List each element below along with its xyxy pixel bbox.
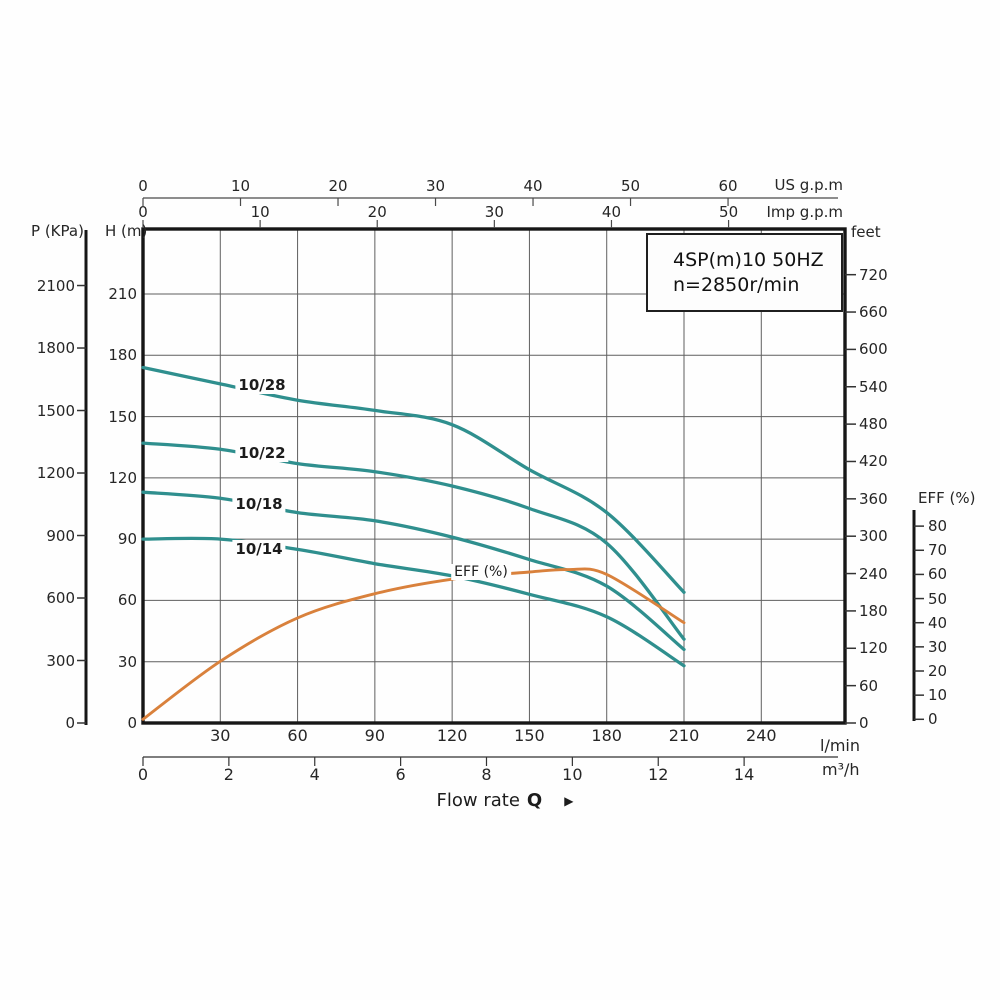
tick-label: 2100 (36, 276, 75, 295)
p-axis-label: P (KPa) (31, 222, 84, 240)
tick-label: 0 (138, 177, 148, 195)
tick-label: 60 (928, 565, 948, 584)
tick-label: 12 (648, 765, 669, 784)
tick-label: 60 (859, 676, 879, 695)
tick-label: 40 (523, 177, 543, 195)
tick-label: 210 (668, 726, 700, 745)
curve-label-eff-: EFF (%) (451, 564, 511, 580)
tick-label: 210 (108, 284, 137, 303)
tick-label: 30 (928, 637, 948, 656)
tick-label: 60 (117, 591, 137, 610)
pump-model: 4SP(m)10 50HZ (673, 249, 824, 271)
tick-label: 50 (928, 589, 948, 608)
tick-label: 20 (328, 177, 348, 195)
tick-label: 40 (928, 613, 948, 632)
tick-label: 180 (859, 601, 888, 620)
tick-label: 0 (138, 203, 148, 221)
m3h-axis-label: m³/h (822, 760, 860, 779)
tick-label: 70 (928, 541, 948, 560)
tick-label: 30 (425, 177, 446, 195)
feet-axis-label: feet (851, 223, 881, 241)
us-gpm-axis-label: US g.p.m (774, 176, 843, 194)
tick-label: 10 (562, 765, 583, 784)
tick-label: 180 (591, 726, 622, 745)
pump-model-box: 4SP(m)10 50HZ n=2850r/min (646, 233, 843, 312)
tick-label: 150 (514, 726, 545, 745)
tick-label: 0 (859, 714, 869, 732)
tick-label: 30 (117, 652, 137, 671)
tick-label: 0 (127, 714, 137, 732)
tick-label: 600 (46, 589, 75, 607)
tick-label: 40 (601, 203, 621, 221)
tick-label: 1500 (36, 401, 75, 420)
tick-label: 540 (859, 377, 888, 396)
curve-10-22 (141, 441, 686, 641)
tick-label: 420 (859, 452, 888, 471)
tick-label: 10 (230, 177, 251, 195)
tick-label: 360 (859, 489, 888, 508)
tick-label: 90 (117, 530, 137, 549)
tick-label: 60 (718, 177, 738, 195)
tick-label: 20 (367, 203, 387, 221)
tick-label: 2 (223, 765, 234, 784)
tick-label: 0 (65, 714, 75, 732)
tick-label: 300 (46, 651, 75, 670)
tick-label: 50 (620, 177, 641, 195)
tick-label: 8 (481, 765, 492, 784)
imp-gpm-axis-label: Imp g.p.m (766, 203, 843, 221)
right-arrow-icon: ▶ (564, 794, 574, 808)
tick-label: 240 (746, 726, 777, 745)
curve-10-28 (141, 365, 686, 594)
tick-label: 180 (108, 346, 137, 365)
tick-label: 50 (719, 203, 739, 221)
tick-label: 600 (859, 340, 888, 359)
tick-label: 10 (928, 686, 948, 705)
tick-label: 120 (859, 639, 888, 658)
tick-label: 900 (46, 526, 75, 545)
tick-label: 80 (928, 517, 948, 536)
tick-label: 1200 (36, 464, 75, 483)
tick-label: 1800 (36, 339, 75, 358)
tick-label: 480 (859, 415, 888, 434)
tick-label: 4 (309, 765, 320, 784)
tick-label: 14 (733, 765, 755, 784)
curve-label-10-22: 10/22 (235, 444, 289, 462)
tick-label: 90 (364, 726, 386, 745)
pump-speed: n=2850r/min (673, 274, 800, 296)
tick-label: 0 (928, 710, 938, 729)
flow-rate-q: Q (526, 790, 543, 811)
tick-label: 300 (859, 527, 888, 546)
lmin-axis-label: l/min (820, 736, 861, 755)
tick-label: 30 (484, 203, 504, 221)
tick-label: 10 (250, 203, 270, 221)
curve-10-18 (141, 490, 686, 652)
curve-10-14 (141, 536, 686, 668)
curve-eff- (141, 567, 686, 721)
flow-rate-text: Flow rate (436, 790, 520, 811)
tick-label: 660 (859, 303, 888, 322)
tick-label: 60 (287, 726, 308, 745)
flow-rate-caption: Flow rate Q ▶ (375, 790, 635, 811)
tick-label: 720 (859, 265, 888, 284)
tick-label: 150 (108, 407, 137, 426)
curve-label-10-28: 10/28 (235, 376, 289, 394)
tick-label: 20 (928, 662, 948, 680)
plot-frame (141, 227, 847, 725)
tick-label: 6 (395, 765, 406, 784)
tick-label: 30 (210, 726, 231, 745)
tick-label: 240 (859, 564, 888, 583)
tick-label: 120 (436, 726, 468, 745)
tick-label: 120 (108, 468, 137, 487)
curve-label-10-14: 10/14 (232, 540, 286, 558)
eff-axis-label: EFF (%) (918, 489, 976, 507)
tick-label: 0 (137, 765, 149, 784)
curve-label-10-18: 10/18 (232, 495, 286, 513)
h-axis-label: H (m) (105, 222, 148, 240)
